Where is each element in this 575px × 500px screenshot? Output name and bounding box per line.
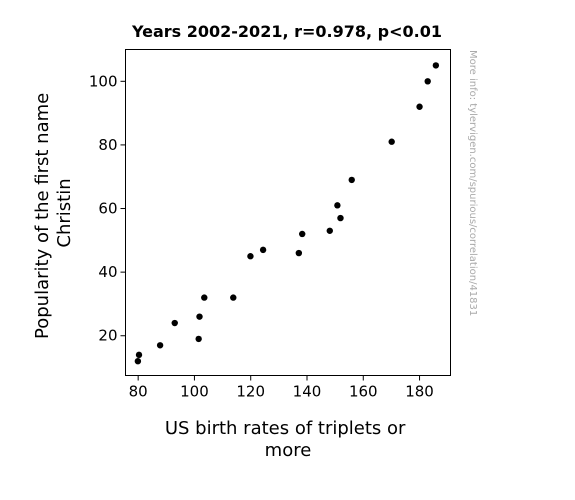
y-tick-label: 100	[89, 72, 118, 90]
watermark-text: More info: tylervigen.com/spurious/corre…	[467, 50, 478, 316]
y-axis-label-line-2: Christin	[54, 178, 75, 247]
x-axis-label-line-2: more	[265, 440, 312, 461]
y-tick-label: 40	[98, 263, 117, 281]
x-tick-label: 180	[405, 383, 434, 401]
data-point	[326, 227, 333, 234]
x-tick-label: 100	[180, 383, 209, 401]
x-axis-ticks: 80 100 120 140 160 180	[129, 375, 434, 401]
data-point	[247, 253, 254, 260]
data-point	[201, 294, 208, 301]
data-point	[195, 335, 202, 343]
data-point	[432, 62, 440, 69]
x-tick-label: 160	[349, 383, 378, 401]
y-axis-label: Popularity of the first name Christin	[32, 87, 75, 339]
x-axis-label: US birth rates of triplets or more	[165, 418, 411, 461]
data-point	[334, 202, 341, 209]
data-point	[259, 246, 267, 254]
data-point	[424, 78, 431, 85]
data-point	[135, 351, 143, 359]
chart-title: Years 2002-2021, r=0.978, p<0.01	[131, 22, 442, 41]
data-point	[156, 342, 164, 349]
data-point	[348, 176, 355, 184]
y-tick-label: 80	[98, 136, 117, 154]
data-point	[196, 313, 203, 320]
x-tick-label: 80	[129, 383, 148, 401]
x-tick-label: 140	[293, 383, 322, 401]
data-points	[134, 62, 440, 365]
data-point	[337, 214, 344, 222]
plot-area	[125, 49, 451, 376]
y-tick-label: 20	[98, 327, 117, 345]
y-axis-label-line-1: Popularity of the first name	[32, 93, 53, 339]
data-point	[134, 357, 142, 365]
y-axis-ticks: 20 40 60 80 100	[89, 72, 126, 345]
x-tick-label: 120	[236, 383, 265, 401]
data-point	[416, 103, 423, 110]
data-point	[171, 319, 178, 327]
x-axis-label-line-1: US birth rates of triplets or	[165, 418, 406, 439]
data-point	[388, 138, 395, 145]
data-point	[230, 294, 237, 301]
data-point	[295, 249, 303, 257]
y-tick-label: 60	[98, 200, 117, 218]
data-point	[299, 230, 306, 238]
